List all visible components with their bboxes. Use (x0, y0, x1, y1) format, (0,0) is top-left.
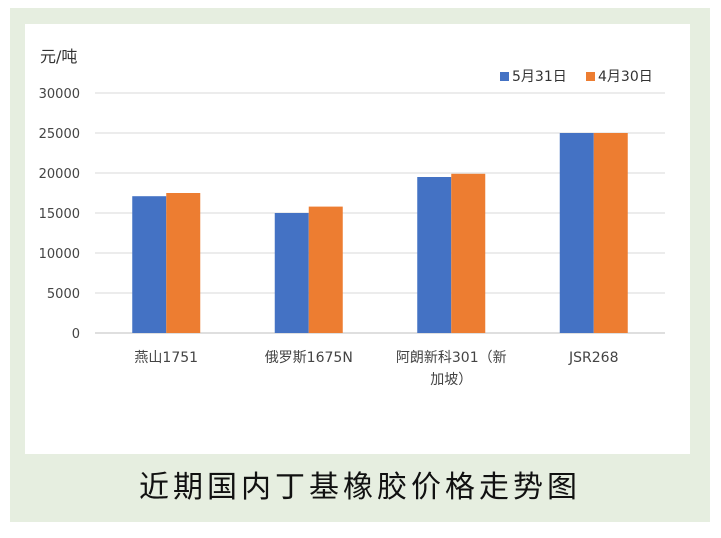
x-category-label: JSR268 (568, 350, 618, 366)
bar-series-1 (417, 177, 452, 333)
y-tick-label: 30000 (39, 87, 80, 102)
bar-series-2 (593, 133, 628, 333)
x-category-label: 燕山1751 (134, 350, 198, 366)
figure-caption: 近期国内丁基橡胶价格走势图 (139, 470, 581, 505)
y-tick-label: 20000 (39, 167, 80, 182)
bar-series-1 (559, 133, 594, 333)
bar-series-1 (274, 213, 309, 333)
bar-series-2 (166, 193, 201, 333)
bar-series-2 (451, 173, 486, 333)
x-category-label: 加坡） (430, 372, 472, 388)
legend: 5月31日 4月30日 (500, 69, 653, 85)
legend-swatch (500, 72, 509, 81)
x-category-label: 阿朗新科301（新 (396, 350, 507, 366)
bar-series-1 (132, 196, 167, 333)
y-tick-label: 0 (72, 327, 80, 342)
legend-label: 5月31日 (512, 69, 567, 85)
bar-series-2 (308, 206, 343, 333)
legend-label: 4月30日 (598, 69, 653, 85)
y-tick-label: 10000 (39, 247, 80, 262)
y-tick-label: 25000 (39, 127, 80, 142)
bars (132, 133, 628, 333)
y-tick-label: 15000 (39, 207, 80, 222)
y-axis-unit-label: 元/吨 (40, 47, 77, 66)
legend-swatch (586, 72, 595, 81)
y-axis-ticks: 0 5000 10000 15000 20000 25000 30000 (39, 87, 80, 342)
x-axis-labels: 燕山1751 俄罗斯1675N 阿朗新科301（新加坡） JSR268 (134, 350, 618, 388)
y-tick-label: 5000 (47, 287, 80, 302)
x-category-label: 俄罗斯1675N (265, 350, 353, 366)
